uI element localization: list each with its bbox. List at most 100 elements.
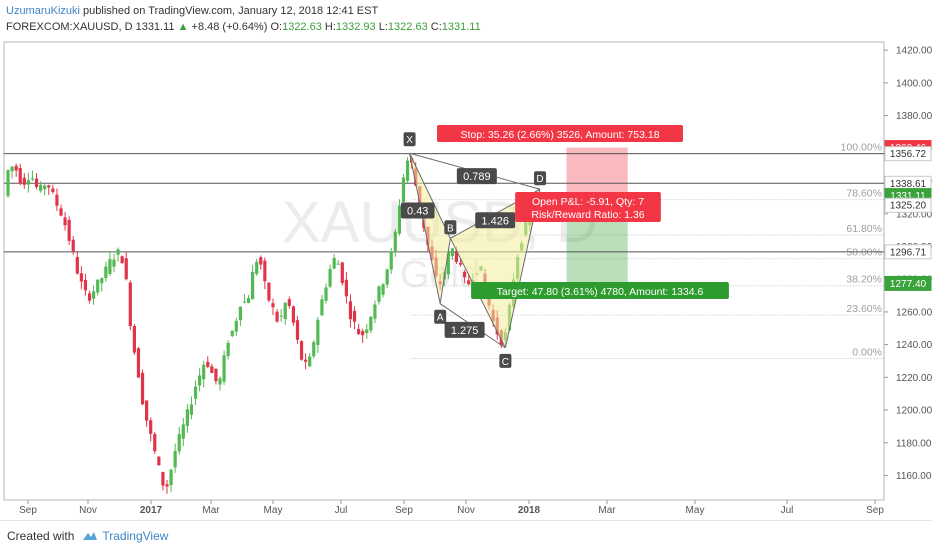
price-chart[interactable]: XAUUSD, D Gold 100.00%78.60%61.80%50.00%… [0, 37, 932, 520]
candle-body [55, 194, 59, 206]
x-tick-label: Nov [79, 505, 97, 516]
candle-body [259, 257, 263, 265]
candle-body [320, 299, 324, 316]
candle-body [230, 330, 234, 336]
author-link[interactable]: UzumaruKizuki [6, 5, 80, 17]
x-tick-label: May [264, 505, 283, 516]
candle-body [153, 434, 157, 452]
symbol-line: FOREXCOM:XAUUSD, D 1331.11 ▲ +8.48 (+0.6… [6, 19, 886, 35]
candle-body [238, 306, 242, 321]
y-tick-label: 1180.00 [896, 438, 932, 449]
high-value: 1332.93 [335, 21, 376, 33]
y-tick-label: 1420.00 [896, 46, 932, 57]
candle-body [255, 261, 259, 274]
x-tick-label: Jul [335, 505, 348, 516]
candle-body [202, 364, 206, 380]
x-tick-label: Mar [598, 505, 616, 516]
x-tick-label: May [686, 505, 705, 516]
candle-body [291, 306, 295, 323]
y-tick-label: 1220.00 [896, 373, 932, 384]
ratio-badge [475, 212, 516, 229]
fib-level-label: 100.00% [841, 142, 882, 154]
candle-body [304, 359, 308, 362]
fib-level-label: 0.00% [852, 347, 882, 359]
candle-body [463, 271, 467, 278]
candle-body [352, 310, 357, 322]
candle-body [100, 278, 104, 284]
tradingview-link[interactable]: TradingView [102, 529, 169, 543]
candle-body [324, 287, 328, 301]
candle-body [287, 299, 291, 306]
stop-label-bg [437, 125, 683, 142]
candle-body [96, 279, 100, 293]
pattern-point-label: A [437, 313, 444, 324]
pattern-point-badge [534, 171, 547, 186]
candle-body [242, 301, 247, 303]
pattern-leg-ab [439, 238, 451, 304]
ratio-badge [444, 321, 485, 338]
candle-body [393, 231, 397, 251]
price-change: +8.48 (+0.64%) [191, 21, 268, 33]
candle-body [177, 434, 181, 452]
candle-body [365, 329, 369, 334]
pattern-point-label: X [406, 135, 413, 146]
close-value: 1331.11 [441, 21, 481, 33]
candle-body [185, 409, 189, 426]
pattern-triangle-bcd [450, 189, 541, 348]
candle-body [18, 168, 22, 184]
candle-body [316, 319, 320, 345]
candle-body [71, 239, 75, 252]
candle-body [454, 250, 459, 262]
candle-body [47, 185, 51, 188]
fib-level-label: 61.80% [846, 223, 882, 235]
candle-body [169, 469, 173, 486]
candle-body [222, 355, 226, 382]
candle-body [173, 450, 177, 468]
candle-body [210, 366, 214, 373]
high-label: H: [324, 21, 336, 33]
candle-body [193, 386, 198, 399]
candle-body [30, 178, 35, 180]
candle-body [279, 315, 283, 317]
candle-body [51, 188, 55, 192]
footer: Created with TradingView [0, 520, 932, 551]
candle-body [189, 404, 194, 415]
low-value: 1322.63 [387, 21, 428, 33]
price-label: 1296.71 [890, 247, 927, 258]
chart-header: UzumaruKizuki published on TradingView.c… [6, 3, 886, 35]
price-label-bg [884, 197, 932, 213]
candle-body [385, 269, 389, 285]
candle-body [108, 259, 112, 274]
candle-body [458, 262, 463, 265]
fib-level-label: 50.00% [846, 247, 882, 259]
candle-body [157, 456, 161, 466]
pattern-point-label: C [502, 357, 509, 368]
candle-body [397, 205, 401, 234]
candle-body [308, 356, 312, 367]
price-label: 1356.72 [890, 149, 927, 160]
candle-body [295, 320, 300, 340]
x-tick-label: Sep [395, 505, 413, 516]
y-tick-label: 1380.00 [896, 111, 932, 122]
candle-body [83, 279, 88, 291]
open-value: 1322.63 [282, 21, 322, 33]
pattern-point-badge [499, 353, 512, 368]
x-tick-label: Sep [866, 505, 884, 516]
ratio-badge [400, 202, 435, 219]
candle-body [446, 251, 450, 275]
candle-body [344, 279, 348, 297]
candle-body [92, 291, 96, 299]
candle-body [450, 248, 454, 257]
candle-body [34, 178, 39, 188]
candle-body [132, 325, 136, 353]
x-tick-label: Sep [19, 505, 37, 516]
candle-body [112, 259, 116, 267]
candle-body [377, 286, 381, 302]
y-tick-label: 1240.00 [896, 340, 932, 351]
price-label: 1331.11 [890, 191, 926, 202]
candle-body [198, 375, 202, 386]
target-label-text: Target: 47.80 (3.61%) 4780, Amount: 1334… [497, 286, 704, 298]
published-text: published on TradingView.com, January 12… [83, 5, 379, 17]
candle-body [161, 471, 165, 486]
candle-body [348, 301, 353, 320]
